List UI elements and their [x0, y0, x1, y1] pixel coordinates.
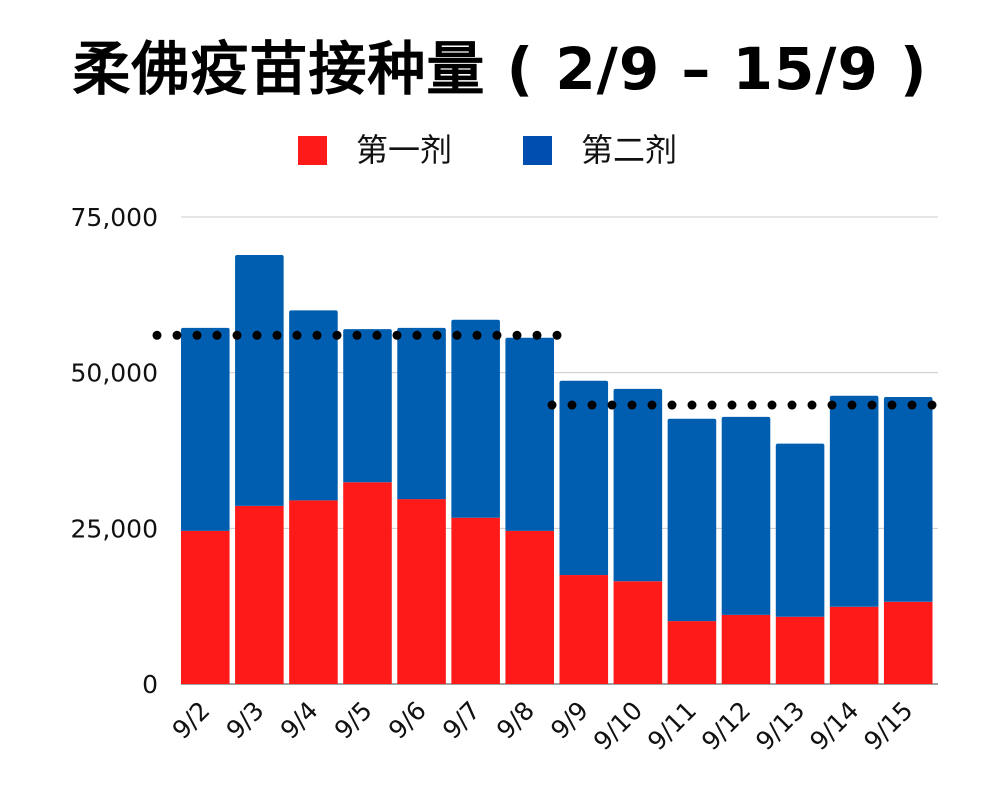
bar-second-dose — [235, 254, 284, 506]
reference-line-dot — [292, 330, 302, 340]
reference-line-dot — [747, 400, 757, 410]
bar-first-dose — [397, 499, 446, 684]
bar-second-dose — [829, 395, 879, 607]
reference-line-dot — [232, 330, 242, 340]
reference-line-dot — [492, 330, 502, 340]
bar-second-dose — [451, 319, 500, 518]
x-tick-label: 9/4 — [275, 696, 324, 745]
reference-line-dot — [312, 330, 322, 340]
x-tick-label: 9/11 — [642, 696, 702, 756]
bar-first-dose — [343, 482, 392, 684]
reference-line-dot — [587, 400, 597, 410]
x-tick-label: 9/13 — [750, 696, 810, 756]
reference-line-dot — [547, 400, 557, 410]
reference-line-dot — [512, 330, 522, 340]
legend-label: 第二剂 — [581, 131, 677, 169]
reference-line-dot — [372, 330, 382, 340]
bar-first-dose — [451, 517, 500, 684]
y-tick-label: 50,000 — [71, 359, 158, 388]
bar-first-dose — [559, 575, 609, 684]
bar-first-dose — [289, 500, 338, 684]
bar-first-dose — [235, 505, 284, 684]
reference-line-dot — [927, 400, 937, 410]
reference-line-dot — [332, 330, 342, 340]
reference-line-dot — [887, 400, 897, 410]
x-tick-label: 9/10 — [588, 696, 648, 756]
bar-first-dose — [505, 530, 554, 684]
bar-second-dose — [559, 380, 609, 576]
bar-first-dose — [721, 614, 771, 684]
x-tick-label: 9/2 — [167, 696, 216, 745]
bar-first-dose — [613, 581, 663, 684]
reference-line-dot — [567, 400, 577, 410]
reference-line-dot — [767, 400, 777, 410]
legend-swatch — [298, 136, 327, 165]
x-tick-label: 9/3 — [221, 696, 270, 745]
reference-line-dot — [867, 400, 877, 410]
y-tick-label: 0 — [142, 670, 158, 699]
reference-line-dot — [552, 330, 562, 340]
reference-line-dot — [787, 400, 797, 410]
bar-second-dose — [181, 327, 230, 531]
y-tick-label: 75,000 — [71, 203, 158, 232]
bar-second-dose — [505, 337, 554, 531]
x-tick-label: 9/12 — [696, 696, 756, 756]
bar-second-dose — [667, 418, 717, 622]
reference-line-dot — [907, 400, 917, 410]
reference-line-dot — [472, 330, 482, 340]
reference-line-dot — [272, 330, 282, 340]
x-tick-label: 9/15 — [858, 696, 918, 756]
bar-first-dose — [667, 621, 717, 684]
bar-second-dose — [775, 443, 825, 617]
legend-swatch — [523, 136, 552, 165]
bar-second-dose — [397, 327, 446, 500]
bar-first-dose — [181, 530, 230, 684]
bar-first-dose — [883, 601, 933, 684]
reference-line-dot — [827, 400, 837, 410]
reference-line-dot — [647, 400, 657, 410]
bar-first-dose — [829, 606, 879, 684]
reference-line-dot — [452, 330, 462, 340]
reference-line-dot — [152, 330, 162, 340]
bar-second-dose — [613, 388, 663, 582]
reference-line-dot — [412, 330, 422, 340]
reference-line-dot — [392, 330, 402, 340]
reference-line-dot — [192, 330, 202, 340]
reference-line-dot — [172, 330, 182, 340]
reference-line-dot — [727, 400, 737, 410]
reference-line-dot — [252, 330, 262, 340]
bar-first-dose — [775, 616, 825, 684]
x-tick-label: 9/7 — [437, 696, 486, 745]
reference-line-dot — [847, 400, 857, 410]
x-tick-label: 9/8 — [491, 696, 540, 745]
reference-line-dot — [807, 400, 817, 410]
bar-second-dose — [289, 310, 338, 501]
y-tick-label: 25,000 — [71, 514, 158, 543]
bar-second-dose — [721, 416, 771, 615]
reference-line-dot — [667, 400, 677, 410]
x-tick-label: 9/9 — [545, 696, 594, 745]
reference-line-dot — [212, 330, 222, 340]
reference-line-dot — [687, 400, 697, 410]
reference-line-dot — [627, 400, 637, 410]
x-tick-label: 9/14 — [804, 696, 864, 756]
reference-line-dot — [532, 330, 542, 340]
bar-second-dose — [343, 329, 392, 483]
chart-title: 柔佛疫苗接种量 ( 2/9 – 15/9 ) — [72, 35, 928, 103]
reference-line-dot — [607, 400, 617, 410]
reference-line-dot — [352, 330, 362, 340]
bar-second-dose — [883, 396, 933, 602]
reference-line-dot — [707, 400, 717, 410]
x-tick-label: 9/6 — [383, 696, 432, 745]
legend-label: 第一剂 — [356, 131, 452, 169]
reference-line-dot — [432, 330, 442, 340]
x-tick-label: 9/5 — [329, 696, 378, 745]
